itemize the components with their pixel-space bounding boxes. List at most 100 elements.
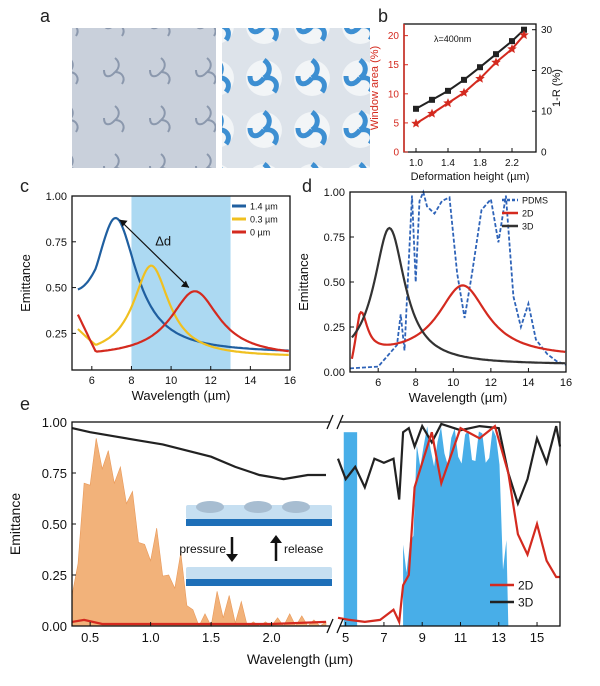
panel-letter-e: e: [20, 394, 30, 414]
panel-b-xtick-label: 2.2: [505, 158, 519, 169]
panel-c-arrow-head-end: [180, 280, 189, 288]
panel-d-series-pdms: [349, 189, 567, 370]
panel-e-inset-label-pressure: pressure: [179, 542, 226, 556]
panel-e-atm-window-short: [343, 432, 358, 626]
panel-d-legend-label: 2D: [522, 209, 534, 219]
panel-e-inset-substrate-bottom: [186, 579, 332, 586]
panel-e-ytick-label: 0.50: [42, 517, 67, 532]
panel-e-ytick-label: 0.00: [42, 619, 67, 634]
panel-e-series-3D-right: [336, 422, 562, 507]
panel-b-point-square: [509, 38, 515, 45]
panel-b-ytick-right-label: 0: [541, 148, 547, 159]
panel-e-legend-label: 3D: [518, 596, 534, 610]
panel-e-xtick-label: 5: [342, 630, 349, 645]
panel-b-point-star: [507, 44, 517, 54]
panel-b-point-star: [475, 73, 485, 83]
panel-b-xtick-label: 1.0: [409, 158, 423, 169]
panel-d-xtick-label: 8: [413, 377, 419, 389]
panel-c-ylabel: Emittance: [18, 254, 33, 312]
panel-e-break-gap-bottom: [330, 620, 340, 632]
panel-b-point-square: [461, 76, 467, 83]
panel-d-legend-label: PDMS: [522, 196, 548, 206]
panel-b-annotation: λ=400nm: [434, 34, 471, 44]
panel-b-ylabel-left: Window area (%): [369, 46, 381, 130]
panel-b-ytick-left-label: 20: [388, 31, 400, 42]
panel-c-ytick-label: 0.25: [46, 328, 67, 340]
panel-e-inset-arrow-up-head: [270, 535, 282, 543]
panel-c-frame: [71, 195, 291, 371]
panel-b-ytick-right-label: 10: [541, 107, 553, 118]
panel-c-ytick-label: 0.75: [46, 237, 67, 249]
panel-e-chart: 0.5 1.0 1.5 2.0 5 7 9 11 13 15 0.00 0.25 0.50 0.75 1.0…: [7, 414, 562, 667]
panel-c-legend-label: 1.4 µm: [250, 202, 278, 212]
panel-c-arrow-line: [119, 219, 190, 289]
panel-e-legend-label: 2D: [518, 579, 534, 593]
panel-b-xtick-label: 1.4: [441, 158, 455, 169]
panel-letter-b: b: [378, 6, 388, 26]
panel-d-ylabel: Emittance: [296, 253, 311, 311]
panel-d-series-2d: [350, 284, 566, 360]
panel-e-xtick-label: 2.0: [262, 630, 280, 645]
panel-e-xtick-label: 11: [454, 630, 468, 645]
panel-b-point-star: [519, 30, 529, 40]
panel-c-xtick-label: 10: [165, 375, 177, 387]
panel-b-point-star: [459, 87, 469, 97]
panel-e-ylabel: Emittance: [7, 493, 23, 555]
panel-e-xtick-label: 9: [419, 630, 426, 645]
panel-e-ytick-label: 0.25: [42, 568, 67, 583]
panel-b-point-square: [413, 105, 419, 112]
panel-a-2d-image: [72, 28, 216, 168]
panel-d-ytick-label: 0.50: [324, 277, 345, 289]
panel-e-xtick-label: 0.5: [81, 630, 99, 645]
panel-b-series-line: [415, 34, 525, 125]
panel-letter-d: d: [302, 176, 312, 196]
panel-a-3d-image: [222, 28, 370, 168]
panel-d-ytick-label: 1.00: [324, 187, 345, 199]
panel-e-solar-spectrum: [71, 438, 327, 627]
panel-b-point-square: [429, 96, 435, 103]
panel-e-xlabel: Wavelength (µm): [247, 651, 353, 667]
panel-a-images: [72, 28, 370, 168]
panel-letter-c: c: [20, 176, 29, 196]
panel-c-arrow-head-start: [119, 219, 128, 227]
panel-e-series-2D-left: [71, 618, 327, 626]
panel-c-series-line: [76, 290, 289, 353]
panel-e-inset-substrate-top: [186, 519, 332, 526]
panel-e-atm-window: [403, 426, 509, 626]
panel-e-break-mark: [336, 414, 344, 430]
panel-c-chart: 6 8 10 12 14 16 0.25 0.50 0.75 1.00 Wavelength (µm…: [18, 191, 296, 403]
panel-e-break-mark: [326, 618, 334, 634]
panel-b-ylabel-right: 1-R (%): [551, 69, 563, 107]
panel-e-break-mark: [336, 618, 344, 634]
panel-c-xlabel: Wavelength (µm): [132, 388, 231, 403]
panel-d-xtick-label: 10: [447, 377, 459, 389]
panel-c-xtick-label: 12: [205, 375, 217, 387]
panel-e-inset-label-release: release: [284, 542, 324, 556]
panel-letter-a: a: [40, 6, 51, 26]
panel-b-ytick-left-label: 15: [388, 60, 400, 71]
panel-e-series-3D-left: [71, 427, 326, 481]
panel-d-xtick-label: 6: [375, 377, 381, 389]
panel-e-inset-film-bottom: [186, 567, 332, 579]
panel-e-inset-bump: [196, 501, 224, 513]
panel-d-series-3d: [351, 226, 566, 365]
panel-e-xtick-label: 1.0: [142, 630, 160, 645]
panel-c-annotation: Δd: [155, 233, 171, 248]
panel-e-xtick-label: 7: [380, 630, 387, 645]
panel-e-inset-bump: [244, 501, 272, 513]
panel-c-xtick-label: 6: [89, 375, 95, 387]
panel-b-xlabel: Deformation height (µm): [411, 171, 530, 183]
panel-e-series-2D-right: [337, 424, 560, 626]
panel-d-chart: 6 8 10 12 14 16 0.00 0.25 0.50 0.75 1.00 Wavelength…: [296, 187, 572, 405]
panel-c-legend-label: 0.3 µm: [250, 215, 278, 225]
panel-e-break-gap-top: [330, 416, 340, 428]
panel-c-xtick-label: 14: [244, 375, 256, 387]
panel-letters: a b c d e: [20, 6, 388, 414]
panel-d-ytick-label: 0.25: [324, 322, 345, 334]
panel-e-ytick-label: 0.75: [42, 466, 67, 481]
panel-e-ytick-label: 1.00: [42, 415, 67, 430]
panel-c-shaded-band: [131, 196, 231, 370]
panel-d-xlabel: Wavelength (µm): [409, 390, 508, 405]
panel-b-point-square: [521, 26, 527, 33]
